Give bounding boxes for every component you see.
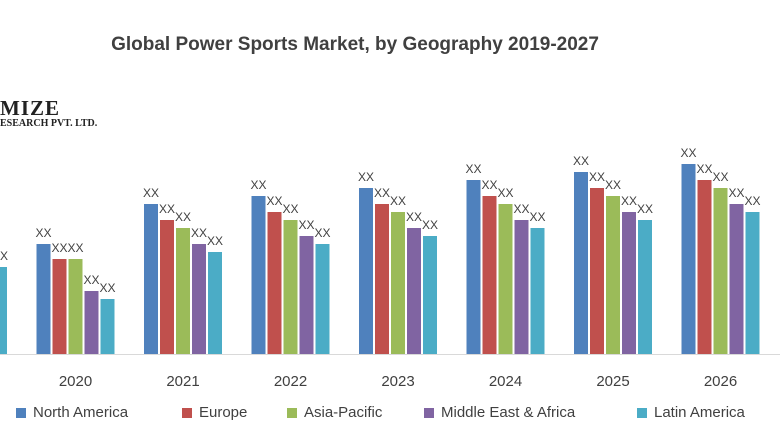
bar-europe-2022 <box>267 212 282 354</box>
bar-asia-pacific-2020 <box>68 259 83 354</box>
bar-latin-america-2026 <box>745 212 760 354</box>
data-label: XX <box>465 162 481 176</box>
x-tick-label: 2026 <box>704 373 737 390</box>
bar-north-america-2022 <box>251 196 266 354</box>
x-tick-label: 2021 <box>166 373 199 390</box>
bar-north-america-2026 <box>681 164 696 354</box>
bar-latin-america-2025 <box>638 220 652 354</box>
bar-north-america-2024 <box>466 180 481 354</box>
x-tick-label: 2025 <box>596 373 629 390</box>
data-label: XX <box>529 210 545 224</box>
bar-middle-east-africa-2022 <box>299 236 314 354</box>
bar-europe-2020 <box>52 259 67 354</box>
data-label: XX <box>83 273 99 287</box>
bar-europe-2023 <box>375 204 389 354</box>
data-label: XX <box>390 194 406 208</box>
data-label: XX <box>589 170 605 184</box>
bar-asia-pacific-2023 <box>391 212 405 354</box>
data-label: XX <box>358 170 374 184</box>
x-tick-label: 2022 <box>274 373 307 390</box>
data-label: XX <box>712 170 728 184</box>
data-label: XX <box>728 186 744 200</box>
bar-asia-pacific-2025 <box>606 196 620 354</box>
data-label: XX <box>314 226 330 240</box>
bar-middle-east-africa-2023 <box>407 228 421 354</box>
data-label: XX <box>637 202 653 216</box>
bar-north-america-2025 <box>574 172 588 354</box>
x-tick-label: 2024 <box>489 373 522 390</box>
bar-middle-east-africa-2024 <box>514 220 529 354</box>
bar-latin-america-2021 <box>208 252 222 354</box>
x-tick-label: 2023 <box>381 373 414 390</box>
bar-asia-pacific-2021 <box>176 228 190 354</box>
data-label: XX <box>680 146 696 160</box>
bar-europe-2021 <box>160 220 174 354</box>
legend-label: Europe <box>199 404 248 421</box>
bar-latin-america-2022 <box>315 244 330 354</box>
legend-label: North America <box>33 404 129 421</box>
bar-middle-east-africa-2021 <box>192 244 206 354</box>
data-label: XX <box>497 186 513 200</box>
data-label: XX <box>422 218 438 232</box>
data-label: XX <box>744 194 760 208</box>
data-label: XX <box>513 202 529 216</box>
data-label: XX <box>191 226 207 240</box>
legend-item: Asia-Pacific <box>287 404 382 421</box>
bar-north-america-2020 <box>36 244 51 354</box>
bar-asia-pacific-2024 <box>498 204 513 354</box>
legend-swatch <box>424 407 434 418</box>
data-label: XX <box>605 178 621 192</box>
legend-item: North America <box>16 404 128 421</box>
data-label: XX <box>298 218 314 232</box>
data-label: XX <box>481 178 497 192</box>
data-label: XX <box>406 210 422 224</box>
data-label: XX <box>573 154 589 168</box>
legend-swatch <box>287 407 297 418</box>
legend-label: Asia-Pacific <box>304 404 383 421</box>
bar-north-america-2021 <box>144 204 158 354</box>
bar-asia-pacific-2026 <box>713 188 728 354</box>
legend-label: Middle East & Africa <box>441 404 576 421</box>
data-label: XX <box>35 226 51 240</box>
legend-item: Europe <box>182 404 247 421</box>
data-label: XX <box>143 186 159 200</box>
data-label: XX <box>207 234 223 248</box>
bar-latin-america-2019 <box>0 267 7 354</box>
data-label: XX <box>374 186 390 200</box>
legend-item: Middle East & Africa <box>424 404 575 421</box>
data-label: XX <box>67 241 83 255</box>
x-tick-label: 2020 <box>59 373 92 390</box>
bar-middle-east-africa-2020 <box>84 291 99 354</box>
bar-latin-america-2024 <box>530 228 545 354</box>
data-label: XX <box>159 202 175 216</box>
bar-latin-america-2020 <box>100 299 115 354</box>
data-label: XX <box>621 194 637 208</box>
data-label: XX <box>99 281 115 295</box>
legend-label: Latin America <box>654 404 745 421</box>
legend-item: Latin America <box>637 404 745 421</box>
legend-swatch <box>637 407 647 418</box>
logo-wordmark: MIZE <box>0 96 61 120</box>
chart-title: Global Power Sports Market, by Geography… <box>111 34 599 55</box>
logo-subtitle: ESEARCH PVT. LTD. <box>0 118 98 129</box>
bar-europe-2026 <box>697 180 712 354</box>
legend-swatch <box>182 407 192 418</box>
data-label: XX <box>266 194 282 208</box>
data-label: XX <box>282 202 298 216</box>
bar-middle-east-africa-2025 <box>622 212 636 354</box>
data-label: XX <box>250 178 266 192</box>
bar-latin-america-2023 <box>423 236 437 354</box>
bar-asia-pacific-2022 <box>283 220 298 354</box>
bar-middle-east-africa-2026 <box>729 204 744 354</box>
bar-north-america-2023 <box>359 188 373 354</box>
bar-europe-2024 <box>482 196 497 354</box>
data-label: XX <box>175 210 191 224</box>
data-label: XX <box>51 241 67 255</box>
legend-swatch <box>16 407 26 418</box>
bar-europe-2025 <box>590 188 604 354</box>
data-label: XX <box>0 249 8 263</box>
data-label: XX <box>696 162 712 176</box>
